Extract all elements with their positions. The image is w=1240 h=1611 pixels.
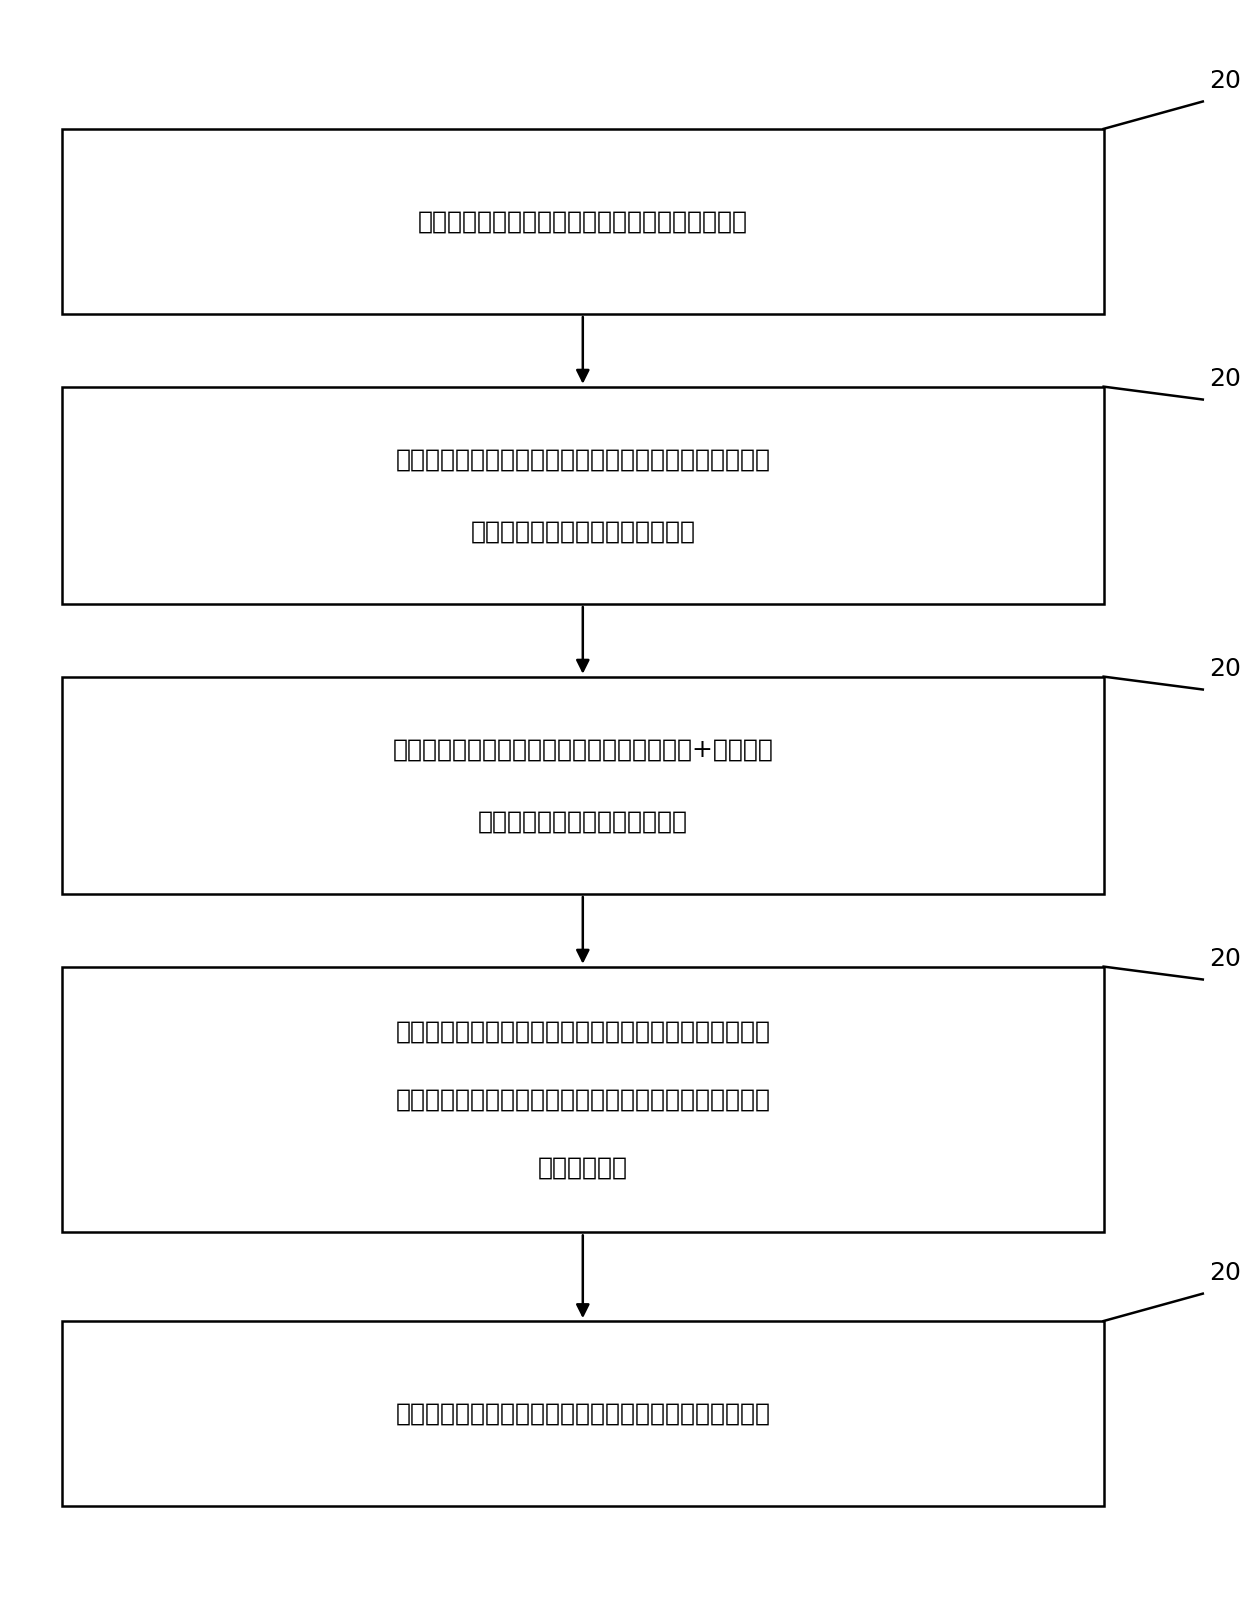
Text: 行离线优化，求得轧制力分配系数: 行离线优化，求得轧制力分配系数 (470, 520, 696, 543)
Text: 202: 202 (1209, 367, 1240, 390)
Text: 201: 201 (1209, 69, 1240, 92)
Text: 建立混合粒子群优化算法模型，对约束多目标优化函数进: 建立混合粒子群优化算法模型，对约束多目标优化函数进 (396, 448, 770, 470)
Text: 建立精轧机组主要数学模型，确定多目标优化函数: 建立精轧机组主要数学模型，确定多目标优化函数 (418, 209, 748, 234)
Text: 建立轧制力分配模型，对各机架负荷分配初始值进行迭代: 建立轧制力分配模型，对各机架负荷分配初始值进行迭代 (396, 1020, 770, 1044)
Text: 204: 204 (1209, 947, 1240, 970)
Text: 203: 203 (1209, 657, 1240, 680)
FancyBboxPatch shape (62, 967, 1104, 1232)
Text: 建立经验负荷分配模型，利用能耗曲线分配法+压下率分: 建立经验负荷分配模型，利用能耗曲线分配法+压下率分 (392, 738, 774, 760)
Text: 对第四压下率分布系数进行限幅处理，得到最终分配结果: 对第四压下率分布系数进行限幅处理，得到最终分配结果 (396, 1402, 770, 1426)
FancyBboxPatch shape (62, 677, 1104, 894)
FancyBboxPatch shape (62, 129, 1104, 314)
Text: 计算，得到符合轧制力分配系数的负荷分配值以及第四压: 计算，得到符合轧制力分配系数的负荷分配值以及第四压 (396, 1087, 770, 1112)
Text: 下率分布系数: 下率分布系数 (538, 1155, 627, 1179)
Text: 配法确定各机架负荷分配初始值: 配法确定各机架负荷分配初始值 (477, 810, 688, 833)
Text: 205: 205 (1209, 1261, 1240, 1284)
FancyBboxPatch shape (62, 1321, 1104, 1506)
FancyBboxPatch shape (62, 387, 1104, 604)
